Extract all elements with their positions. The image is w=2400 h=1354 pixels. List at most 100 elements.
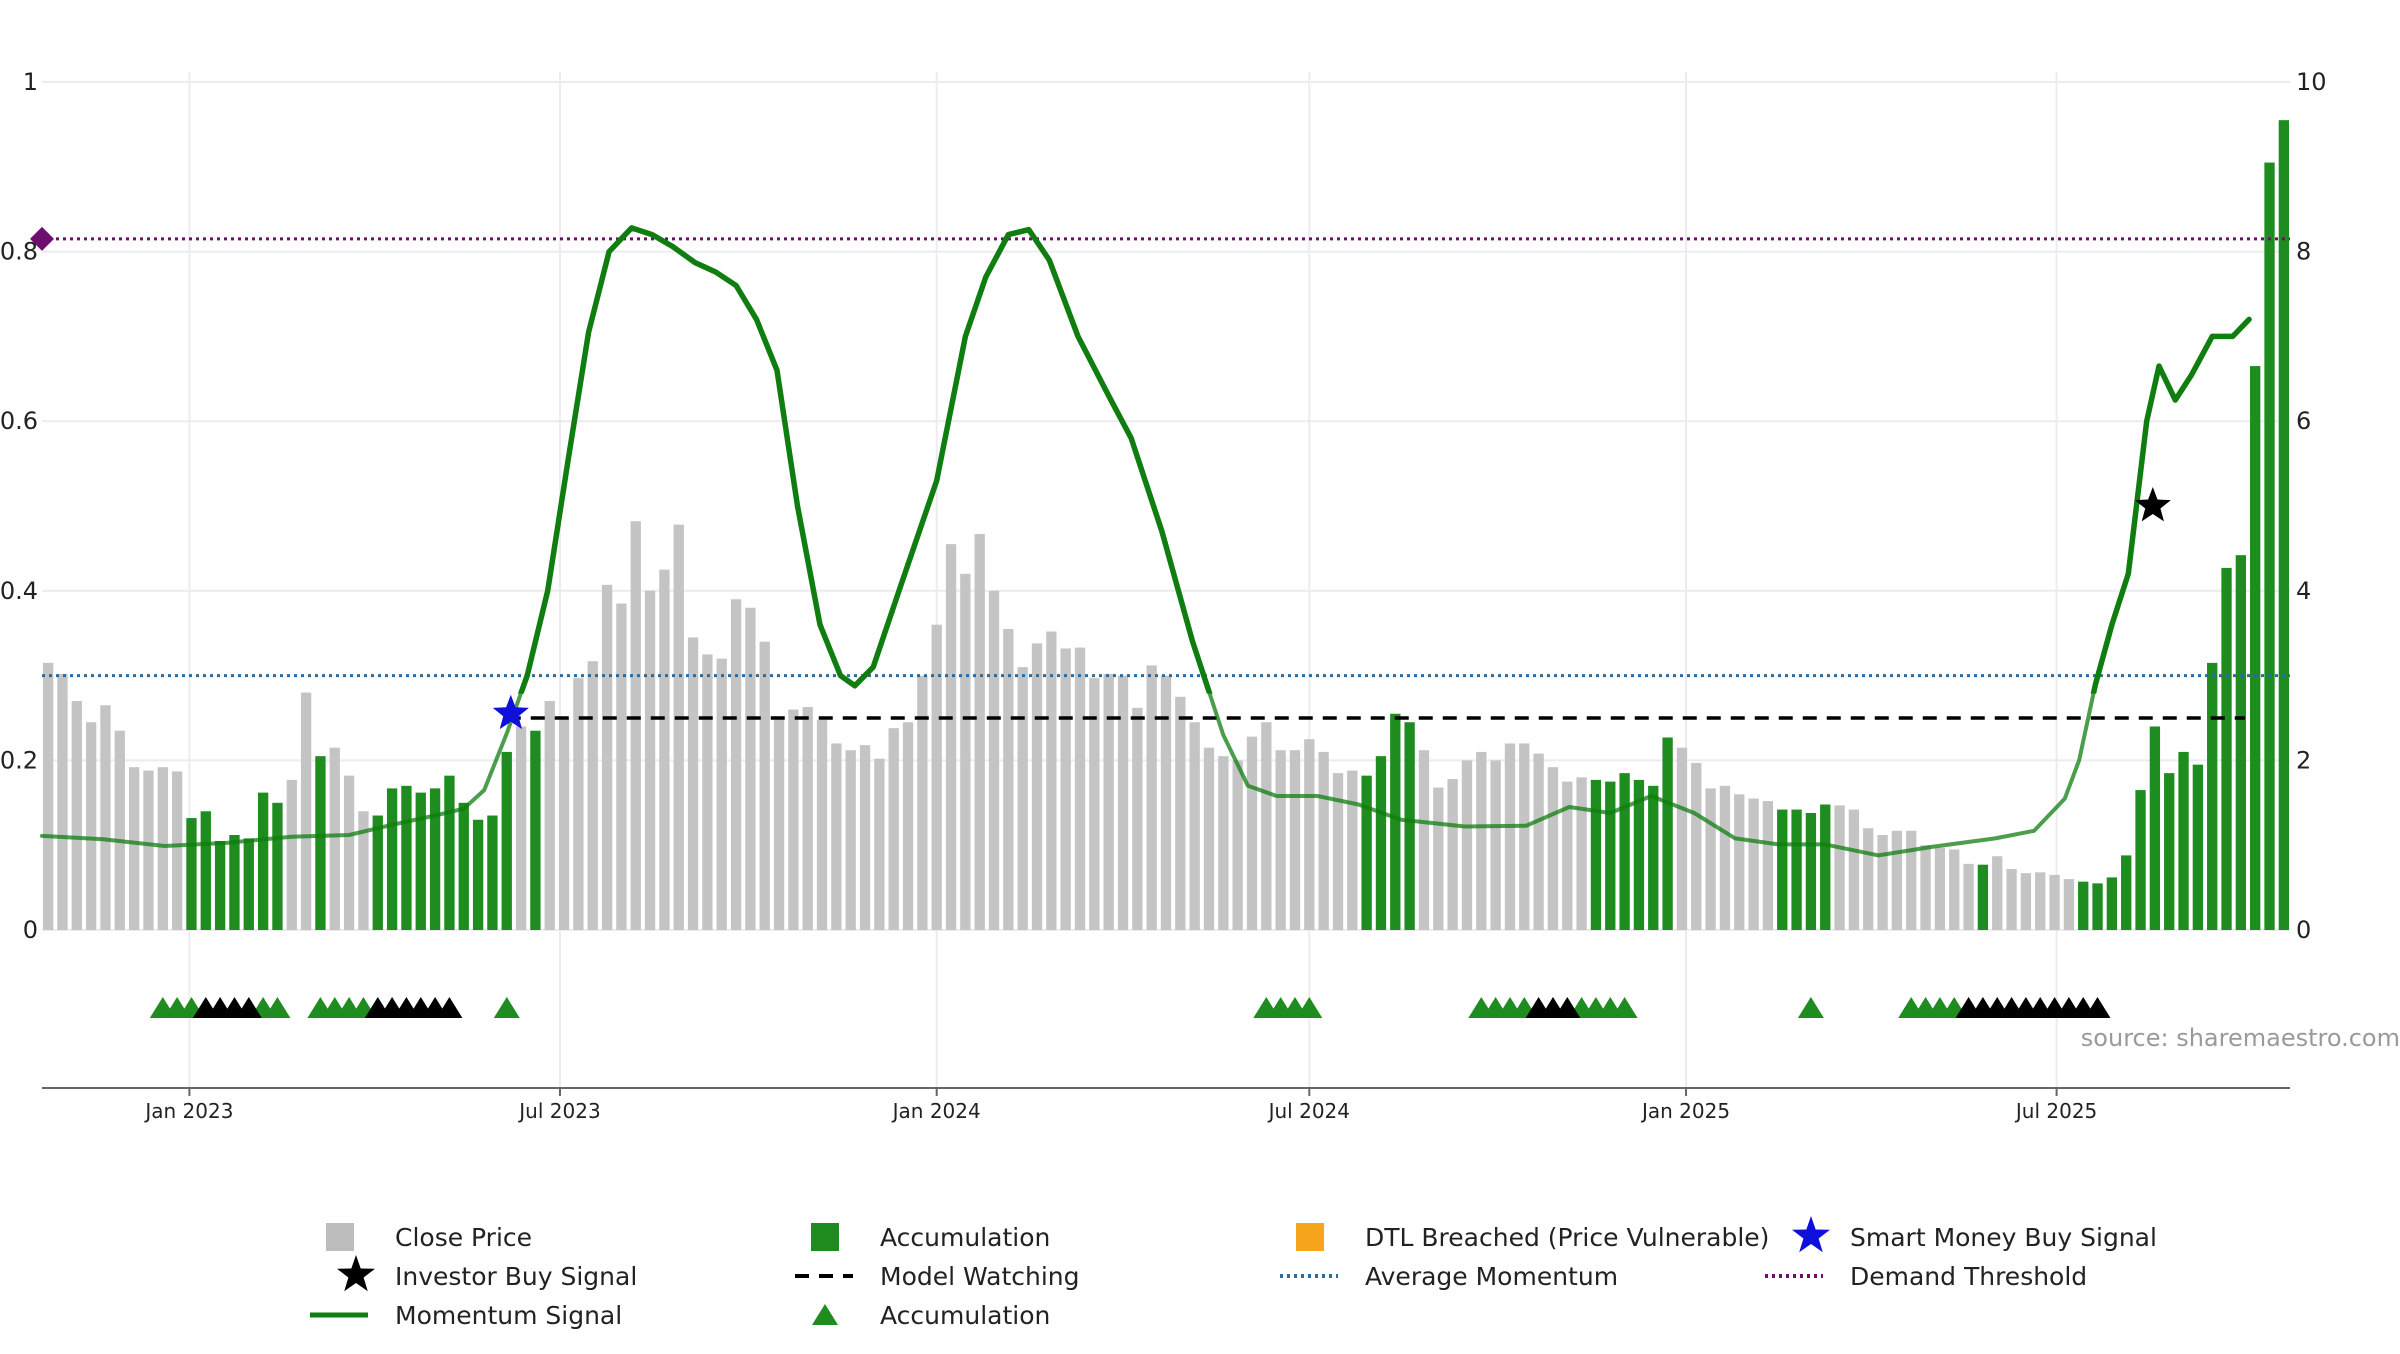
close-price-bar bbox=[888, 728, 899, 930]
investor-buy-signal-star bbox=[2134, 487, 2171, 522]
legend-swatch-square bbox=[326, 1223, 354, 1251]
accumulation-bar bbox=[2207, 662, 2218, 930]
close-price-bar bbox=[845, 750, 856, 930]
close-price-bar bbox=[1089, 678, 1100, 930]
accumulation-bar bbox=[1777, 809, 1788, 930]
close-price-bar bbox=[1562, 781, 1573, 930]
close-price-bar bbox=[1347, 770, 1358, 930]
close-price-bar bbox=[1906, 830, 1917, 930]
accumulation-bar bbox=[1590, 779, 1602, 930]
close-price-bar bbox=[1461, 760, 1473, 930]
close-price-bar bbox=[673, 524, 684, 930]
accumulation-bar bbox=[2264, 162, 2275, 930]
accumulation-bar bbox=[1404, 722, 1415, 930]
legend-label: Demand Threshold bbox=[1850, 1262, 2087, 1291]
close-price-bar bbox=[1949, 849, 1960, 930]
accumulation-bar bbox=[2135, 790, 2146, 930]
close-price-bar bbox=[1992, 856, 2003, 930]
close-price-bar bbox=[1232, 760, 1243, 930]
close-price-bar bbox=[1676, 747, 1688, 930]
legend-item: Momentum Signal bbox=[310, 1301, 622, 1330]
close-price-bar bbox=[286, 779, 297, 930]
close-price-bar bbox=[1734, 794, 1745, 930]
close-price-bar bbox=[1533, 753, 1544, 930]
y-left-tick-label: 1 bbox=[23, 68, 38, 96]
y-left-tick-label: 0.2 bbox=[0, 746, 38, 774]
close-price-bar bbox=[644, 590, 656, 930]
close-price-bar bbox=[1576, 777, 1587, 930]
close-price-bar bbox=[1934, 847, 1946, 930]
close-price-bar bbox=[1031, 643, 1043, 930]
legend-item: Demand Threshold bbox=[1765, 1262, 2087, 1291]
legend: Close Price Accumulation DTL Breached (Pri… bbox=[310, 1216, 2157, 1330]
accumulation-bar bbox=[372, 815, 383, 930]
close-price-bar bbox=[1304, 739, 1315, 930]
close-price-bar bbox=[2006, 868, 2017, 930]
x-tick-label: Jul 2024 bbox=[1267, 1099, 1350, 1123]
close-price-bar bbox=[931, 624, 942, 930]
close-price-bar bbox=[1132, 707, 1143, 930]
close-price-bar bbox=[171, 771, 183, 930]
close-price-bar bbox=[143, 770, 154, 930]
accumulation-bar bbox=[2149, 726, 2161, 930]
legend-item: Investor Buy Signal bbox=[337, 1255, 637, 1292]
accumulation-bar bbox=[1820, 804, 1831, 930]
accumulation-bar bbox=[272, 802, 283, 930]
close-price-bar bbox=[759, 641, 770, 930]
close-price-bar bbox=[1920, 845, 1931, 930]
close-price-bar bbox=[1117, 675, 1129, 930]
close-price-bar bbox=[300, 692, 312, 930]
accumulation-bar bbox=[243, 838, 254, 930]
close-price-bar bbox=[85, 722, 97, 930]
close-price-bar bbox=[2035, 872, 2046, 930]
close-price-bar bbox=[1046, 631, 1057, 930]
legend-swatch-square bbox=[1296, 1223, 1324, 1251]
close-price-bar bbox=[1189, 722, 1200, 930]
close-price-bar bbox=[42, 662, 54, 930]
accumulation-marker-green bbox=[1296, 997, 1323, 1018]
legend-item: Accumulation bbox=[811, 1223, 1050, 1252]
close-price-bar bbox=[358, 811, 369, 930]
close-price-bar bbox=[343, 775, 355, 930]
close-price-bar bbox=[945, 544, 957, 930]
grid-lines bbox=[42, 72, 2290, 1088]
accumulation-bar bbox=[2092, 883, 2103, 930]
accumulation-marker-green bbox=[264, 997, 291, 1018]
close-price-bar bbox=[1504, 743, 1516, 930]
close-price-bar bbox=[831, 743, 842, 930]
accumulation-bar bbox=[487, 815, 498, 930]
accumulation-bar bbox=[1633, 779, 1645, 930]
close-price-bar bbox=[1289, 750, 1301, 930]
close-price-bar bbox=[573, 678, 584, 930]
close-price-bar bbox=[1275, 750, 1286, 930]
legend-swatch-triangle bbox=[812, 1304, 838, 1325]
accumulation-bar bbox=[1361, 775, 1372, 930]
x-tick-label: Jan 2024 bbox=[891, 1099, 981, 1123]
close-price-bar bbox=[515, 726, 527, 930]
close-price-bar bbox=[1748, 798, 1759, 930]
close-price-bar bbox=[1447, 779, 1458, 930]
legend-label: Investor Buy Signal bbox=[395, 1262, 637, 1291]
close-price-bar bbox=[1218, 756, 1229, 930]
legend-item: Close Price bbox=[326, 1223, 532, 1252]
buy-signals bbox=[492, 487, 2171, 730]
accumulation-bar bbox=[2221, 567, 2232, 930]
accumulation-bar bbox=[530, 730, 541, 930]
close-price-bar bbox=[1705, 788, 1716, 930]
accumulation-bar bbox=[429, 788, 441, 930]
y-right-tick-label: 10 bbox=[2296, 68, 2327, 96]
close-price-bar bbox=[616, 603, 627, 930]
smart-money-buy-signal-star bbox=[492, 694, 529, 730]
close-price-bar bbox=[1017, 667, 1028, 930]
close-price-bar bbox=[329, 747, 340, 930]
legend-label: Average Momentum bbox=[1365, 1262, 1618, 1291]
close-price-bar bbox=[773, 716, 785, 930]
close-price-bar bbox=[57, 673, 68, 930]
close-price-bar bbox=[1877, 835, 1888, 930]
close-price-bar bbox=[1963, 863, 1974, 930]
accumulation-bar bbox=[472, 819, 484, 930]
close-price-bar bbox=[1203, 747, 1215, 930]
legend-label: Momentum Signal bbox=[395, 1301, 622, 1330]
